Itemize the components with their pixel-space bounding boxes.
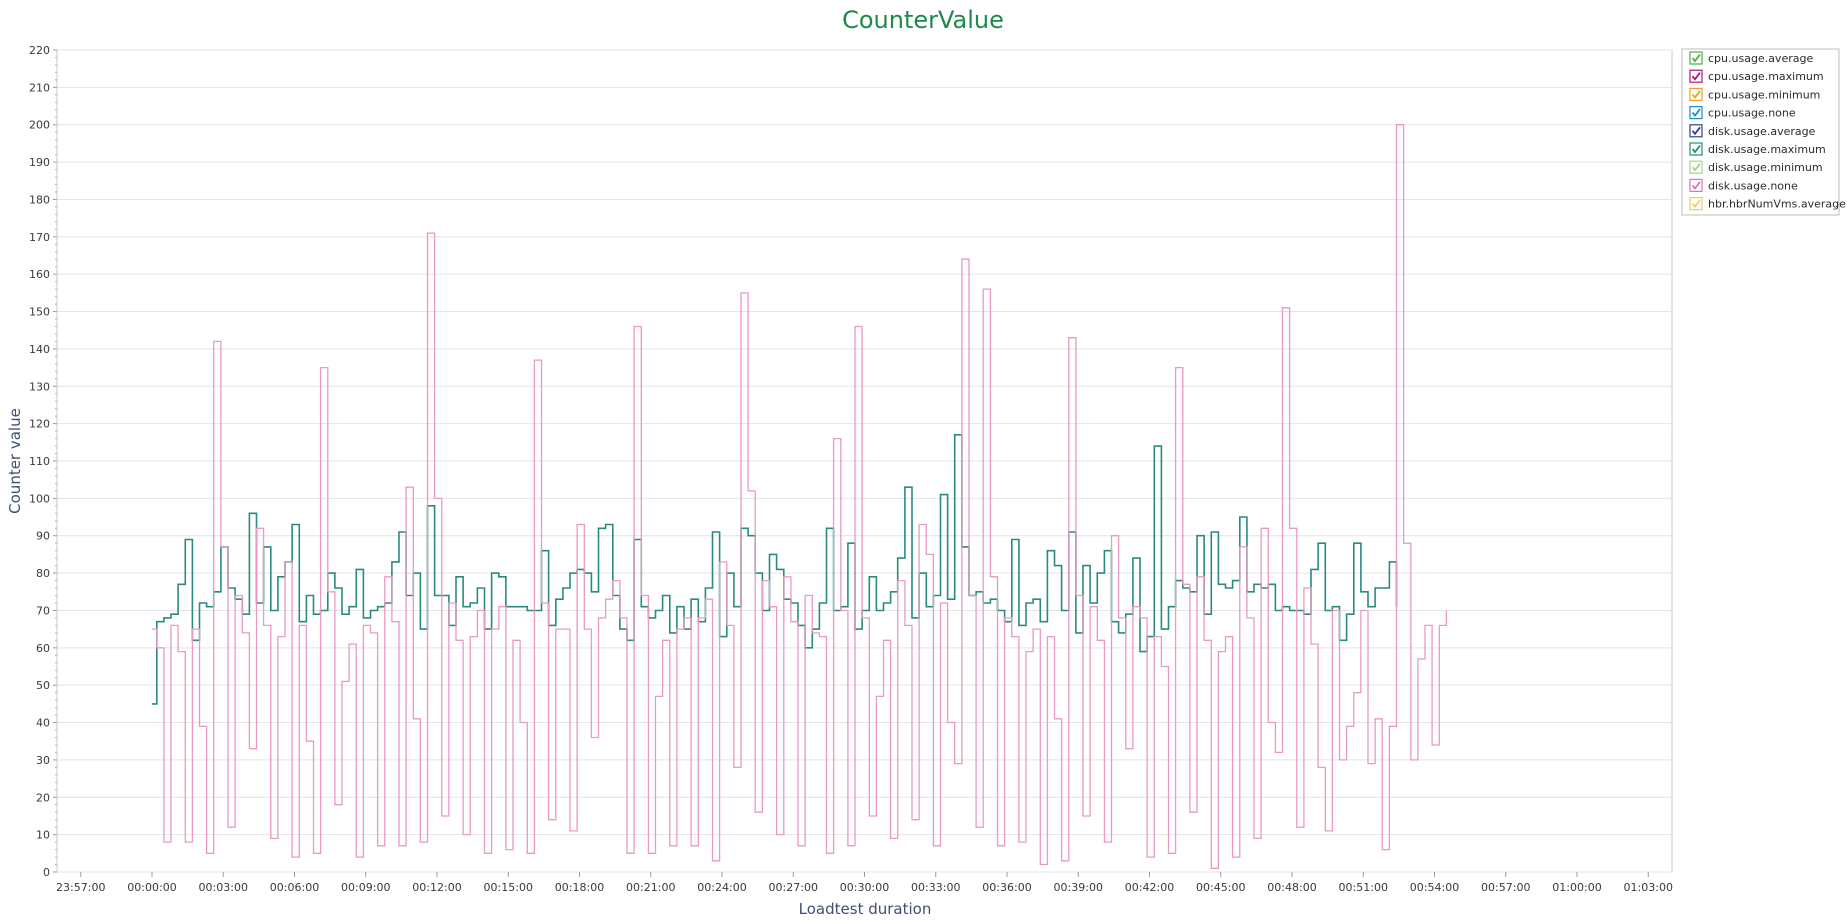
x-tick-label: 00:42:00 <box>1125 881 1174 894</box>
legend-label: cpu.usage.none <box>1708 107 1796 120</box>
legend-checkbox[interactable] <box>1689 105 1703 120</box>
y-tick-label: 20 <box>36 791 50 804</box>
y-tick-label: 120 <box>29 418 50 431</box>
legend-checkbox[interactable] <box>1689 178 1703 192</box>
legend-checkbox[interactable] <box>1689 142 1703 156</box>
legend-box <box>1681 48 1840 216</box>
y-tick-label: 50 <box>36 679 50 692</box>
x-tick-label: 00:36:00 <box>982 881 1031 894</box>
legend-label: disk.usage.none <box>1708 179 1798 192</box>
legend-item[interactable]: cpu.usage.average <box>1689 51 1813 65</box>
check-icon <box>1691 72 1701 81</box>
x-axis-ticks: 23:57:00 00:00:00 00:03:00 00:06:00 00:09:00… <box>56 872 1673 894</box>
x-tick-label: 00:57:00 <box>1481 881 1530 894</box>
y-tick-label: 100 <box>29 492 50 505</box>
y-tick-label: 180 <box>29 193 50 206</box>
legend-label: hbr.hbrNumVms.average <box>1708 198 1846 211</box>
y-tick-label: 80 <box>36 567 50 580</box>
legend-item[interactable]: cpu.usage.maximum <box>1689 69 1824 83</box>
y-axis-title: Counter value <box>6 408 24 514</box>
x-tick-label: 00:45:00 <box>1196 881 1245 894</box>
x-tick-label: 00:12:00 <box>412 881 461 894</box>
x-tick-label: 00:18:00 <box>555 881 604 894</box>
y-tick-label: 140 <box>29 343 50 356</box>
check-icon <box>1691 108 1701 118</box>
y-tick-label: 130 <box>29 380 50 393</box>
check-icon <box>1691 181 1701 190</box>
y-tick-label: 10 <box>36 829 50 842</box>
x-tick-label: 00:21:00 <box>626 881 675 894</box>
x-tick-label: 00:09:00 <box>341 881 390 894</box>
check-icon <box>1691 53 1701 63</box>
legend-label: disk.usage.maximum <box>1708 143 1826 156</box>
check-icon <box>1691 144 1701 154</box>
y-tick-label: 210 <box>29 81 50 94</box>
legend-item[interactable]: disk.usage.minimum <box>1689 160 1823 174</box>
y-tick-label: 220 <box>29 44 50 57</box>
legend-item[interactable]: hbr.hbrNumVms.average <box>1689 197 1846 211</box>
series-line-1 <box>152 124 1448 869</box>
x-tick-label: 00:48:00 <box>1267 881 1316 894</box>
legend-item[interactable]: disk.usage.average <box>1689 124 1816 138</box>
y-tick-label: 150 <box>29 306 50 319</box>
y-axis-ticks: 0 10 20 30 40 50 60 70 80 90 100 110 120 130 140 150 160… <box>29 44 57 879</box>
y-tick-label: 40 <box>36 717 50 730</box>
chart-title: CounterValue <box>842 6 1004 34</box>
legend-item[interactable]: cpu.usage.none <box>1689 105 1796 120</box>
y-tick-label: 200 <box>29 119 50 132</box>
legend-label: cpu.usage.average <box>1708 52 1813 65</box>
series-line-0 <box>152 434 1398 705</box>
legend-checkbox[interactable] <box>1689 124 1703 138</box>
y-tick-label: 110 <box>29 455 50 468</box>
legend-checkbox[interactable] <box>1689 160 1703 174</box>
x-tick-label: 00:15:00 <box>484 881 533 894</box>
legend-checkbox[interactable] <box>1689 51 1703 65</box>
y-tick-label: 190 <box>29 156 50 169</box>
legend-label: cpu.usage.maximum <box>1708 70 1824 83</box>
check-icon <box>1691 126 1701 136</box>
y-tick-label: 30 <box>36 754 50 767</box>
legend-checkbox[interactable] <box>1689 69 1703 83</box>
legend-label: disk.usage.average <box>1708 125 1816 138</box>
grid-lines <box>57 49 1672 873</box>
x-tick-label: 01:00:00 <box>1552 881 1601 894</box>
x-tick-label: 00:33:00 <box>911 881 960 894</box>
legend-item[interactable]: disk.usage.maximum <box>1689 142 1826 156</box>
x-tick-label: 23:57:00 <box>56 881 105 894</box>
x-tick-label: 00:54:00 <box>1410 881 1459 894</box>
y-tick-label: 90 <box>36 530 50 543</box>
x-tick-label: 00:06:00 <box>270 881 319 894</box>
legend-checkbox[interactable] <box>1689 197 1703 211</box>
x-axis-title: Loadtest duration <box>799 900 932 918</box>
x-tick-label: 00:27:00 <box>769 881 818 894</box>
x-tick-label: 00:51:00 <box>1339 881 1388 894</box>
y-tick-label: 160 <box>29 268 50 281</box>
x-tick-label: 00:00:00 <box>127 881 176 894</box>
x-tick-label: 01:03:00 <box>1624 881 1673 894</box>
x-tick-label: 00:30:00 <box>840 881 889 894</box>
legend: cpu.usage.average cpu.usage.maximum cpu.us… <box>1681 48 1846 216</box>
x-tick-label: 00:03:00 <box>199 881 248 894</box>
x-tick-label: 00:24:00 <box>697 881 746 894</box>
y-tick-label: 70 <box>36 604 50 617</box>
check-icon <box>1691 90 1701 99</box>
check-icon <box>1691 199 1701 209</box>
x-tick-label: 00:39:00 <box>1054 881 1103 894</box>
y-tick-label: 60 <box>36 642 50 655</box>
check-icon <box>1691 163 1701 172</box>
legend-checkbox[interactable] <box>1689 87 1703 102</box>
legend-label: disk.usage.minimum <box>1708 161 1823 174</box>
y-tick-label: 0 <box>43 866 50 879</box>
legend-label: cpu.usage.minimum <box>1708 88 1820 101</box>
y-tick-label: 170 <box>29 231 50 244</box>
legend-item[interactable]: cpu.usage.minimum <box>1689 87 1820 102</box>
legend-item[interactable]: disk.usage.none <box>1689 178 1798 192</box>
series-layer <box>152 124 1448 869</box>
